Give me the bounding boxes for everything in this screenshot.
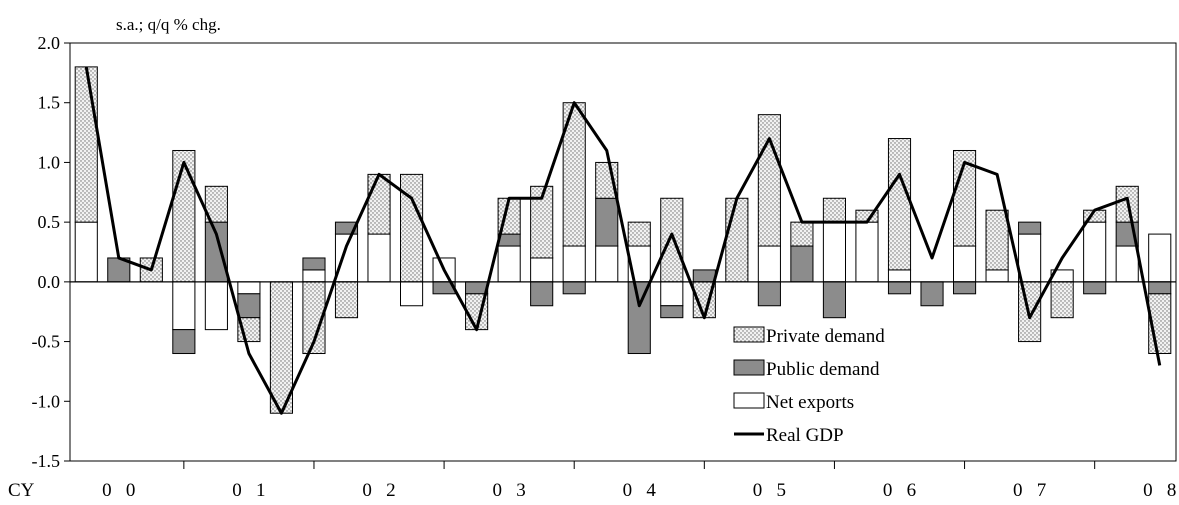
y-tick-label: 2.0 [38,33,61,53]
bar-public-demand-q21 [757,281,781,307]
bar-public-demand-q15 [562,281,586,295]
x-axis-prefix: CY [8,480,35,501]
legend-swatch-net-exports [733,392,765,409]
legend-swatch-public-demand [733,359,765,376]
bar-private-demand-q20 [725,197,749,283]
bar-public-demand-q16 [595,197,619,247]
bar-public-demand-q18 [660,305,684,319]
legend-label-real-gdp: Real GDP [766,425,844,446]
x-tick-label-year: 0 8 [1143,480,1176,501]
plot-frame [69,42,1177,462]
bar-public-demand-q7 [302,257,326,271]
bar-public-demand-q27 [953,281,977,295]
bar-public-demand-q22 [790,245,814,283]
legend-swatch-private-demand [733,326,765,343]
bar-private-demand-q3 [172,149,196,283]
x-tick-label-year: 0 7 [1013,480,1046,501]
bar-public-demand-q25 [887,281,912,295]
bar-net-exports-q10 [400,281,424,307]
y-tick-label: 1.5 [38,93,61,113]
x-tick-label-year: 0 0 [102,480,135,501]
bar-private-demand-q0 [74,66,98,223]
y-tick-label: -0.5 [32,332,61,352]
bar-net-exports-q18 [660,281,684,307]
real-gdp-line [84,66,1162,415]
bar-private-demand-q14 [530,185,554,259]
bar-public-demand-q8 [334,221,359,235]
bar-private-demand-q23 [822,197,847,223]
bar-public-demand-q14 [530,281,554,307]
x-tick-label-year: 0 6 [883,480,916,501]
bar-net-exports-q32 [1115,245,1139,283]
bar-net-exports-q13 [497,245,521,283]
bar-public-demand-q19 [692,269,716,283]
bar-private-demand-q22 [790,221,814,247]
bar-private-demand-q9 [367,173,391,235]
bar-net-exports-q8 [334,233,359,283]
bar-net-exports-q24 [855,221,879,283]
bar-net-exports-q16 [595,245,619,283]
bar-public-demand-q26 [920,281,944,307]
bar-net-exports-q31 [1083,221,1107,283]
bar-net-exports-q23 [822,221,847,283]
y-tick-label: 1.0 [38,152,61,172]
bar-net-exports-q28 [985,269,1009,283]
bar-public-demand-q3 [172,329,196,355]
legend: Private demand Public demand Net exports… [733,326,885,446]
bar-net-exports-q0 [74,221,98,283]
x-tick-label-year: 0 2 [362,480,395,501]
y-tick-label: -1.0 [32,391,61,411]
bar-private-demand-q17 [627,221,651,247]
legend-label-public-demand: Public demand [766,359,880,380]
bar-net-exports-q9 [367,233,391,283]
bar-private-demand-q30 [1050,281,1074,319]
bar-public-demand-q33 [1148,281,1172,295]
bar-net-exports-q27 [953,245,977,283]
x-tick-label-year: 0 1 [232,480,265,501]
axes-layer [64,42,1177,469]
legend-label-net-exports: Net exports [766,392,854,413]
bars-layer [74,66,1172,414]
bar-net-exports-q4 [204,281,228,331]
bar-public-demand-q31 [1083,281,1107,295]
bar-net-exports-q15 [562,245,586,283]
x-tick-label-year: 0 5 [753,480,786,501]
unit-label: s.a.; q/q % chg. [116,15,221,34]
bar-net-exports-q5 [237,281,261,295]
bar-private-demand-q25 [887,138,912,271]
bar-private-demand-q28 [985,209,1009,271]
y-tick-label: 0.5 [38,212,61,232]
x-tick-label-year: 0 4 [623,480,657,501]
bar-public-demand-q17 [627,281,651,355]
x-tick-labels: CY 0 0 0 1 0 2 0 3 0 4 0 5 0 6 0 7 0 8 [8,480,1176,501]
bar-private-demand-q8 [334,281,359,319]
bar-private-demand-q4 [204,185,228,223]
bar-private-demand-q18 [660,197,684,283]
bar-net-exports-q29 [1018,233,1042,283]
bar-private-demand-q10 [400,173,424,283]
legend-label-private-demand: Private demand [766,326,885,347]
x-tick-label-year: 0 3 [492,480,525,501]
bar-net-exports-q21 [757,245,781,283]
bar-net-exports-q3 [172,281,196,331]
bar-net-exports-q25 [887,269,912,283]
bar-public-demand-q12 [465,281,489,295]
y-tick-label: 0.0 [38,272,61,292]
bar-net-exports-q14 [530,257,554,283]
bar-net-exports-q7 [302,269,326,283]
y-tick-label: -1.5 [32,451,61,471]
bar-public-demand-q13 [497,233,521,247]
bar-public-demand-q29 [1018,221,1042,235]
gdp-line-layer [84,66,1162,415]
bar-public-demand-q5 [237,293,261,319]
bar-public-demand-q23 [822,281,847,319]
bar-net-exports-q33 [1148,233,1172,283]
y-tick-labels: 2.0 1.5 1.0 0.5 0.0 -0.5 -1.0 -1.5 [32,33,61,471]
bar-private-demand-q21 [757,114,781,247]
